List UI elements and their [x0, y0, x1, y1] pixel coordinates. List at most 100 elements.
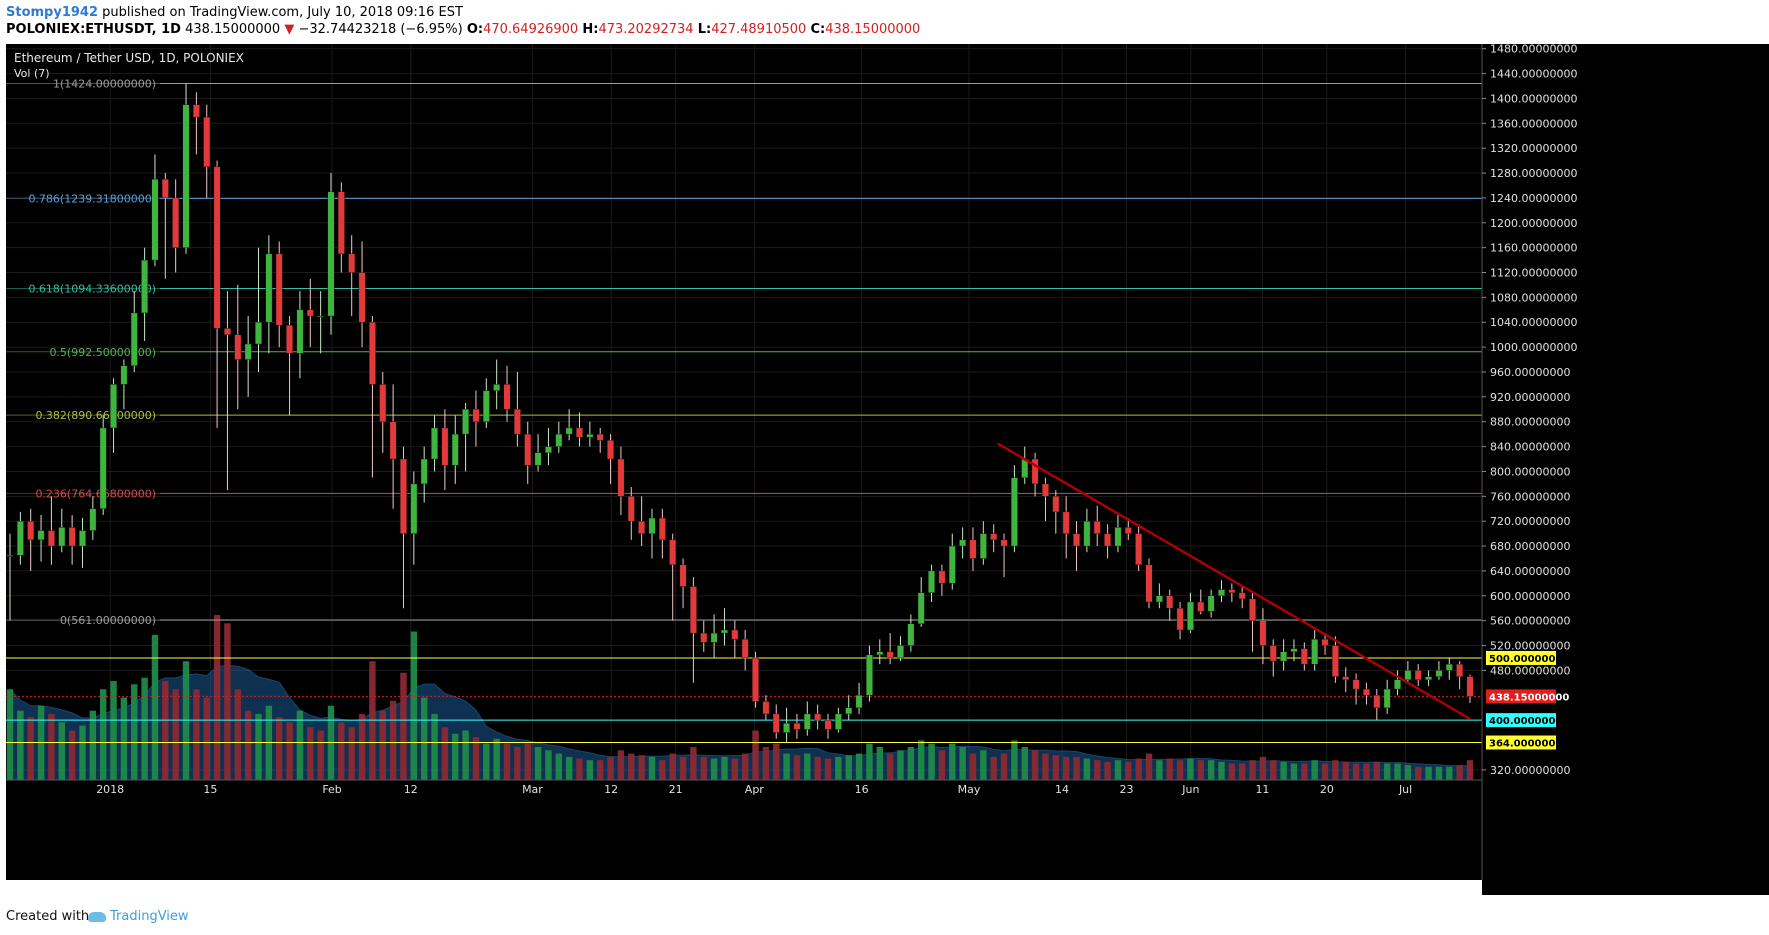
volume-bar: [1104, 761, 1111, 780]
low-label: L:: [697, 22, 712, 37]
volume-bar: [1270, 760, 1277, 780]
y-tick-label: 920.00000000: [1490, 391, 1570, 404]
downtrend-line[interactable]: [997, 442, 1471, 720]
candle-body: [1269, 645, 1277, 662]
volume-bar: [700, 756, 707, 780]
candle-body: [979, 533, 987, 559]
candle-body: [1290, 648, 1298, 652]
volume-bar: [317, 730, 324, 780]
candle-body: [1073, 533, 1080, 547]
trendline[interactable]: [997, 442, 1471, 720]
fib-level-label: 0.5(992.50000000): [49, 346, 156, 359]
candle-body: [803, 713, 811, 730]
candle-body: [48, 530, 55, 547]
volume-bar: [741, 753, 749, 780]
candle-body: [814, 713, 822, 721]
time-axis[interactable]: 2018 15 Feb 12 Mar 12 21 Apr 16 May 14 23 Jun 11 20 Jul: [6, 779, 1482, 796]
volume-bar: [1145, 753, 1153, 780]
candle-body: [296, 309, 304, 354]
price-level-badge: [1486, 689, 1556, 704]
price-level-label: 364.00000000: [1489, 739, 1569, 750]
volume-bar: [669, 753, 676, 780]
volume-bar: [969, 753, 977, 780]
candle-body: [224, 328, 231, 335]
tradingview-logo[interactable]: TradingView: [88, 909, 189, 924]
candle-body: [151, 179, 159, 261]
candle-body: [441, 427, 449, 466]
candle-body: [1425, 676, 1432, 680]
candle-body: [192, 104, 200, 118]
candle-body: [824, 719, 832, 730]
y-tick-label: 1120.00000000: [1490, 267, 1577, 280]
volume-bar: [1062, 756, 1070, 780]
candle-body: [897, 645, 904, 659]
volume-bar: [1000, 753, 1008, 780]
volume-bar: [379, 710, 386, 780]
candle-body: [472, 409, 480, 422]
candle-body: [213, 166, 221, 329]
candle-body: [1010, 477, 1018, 547]
volume-bar: [452, 733, 459, 780]
fib-level-label: 0.382(890.66600000): [35, 409, 156, 422]
candle-body: [679, 564, 687, 587]
candle-body: [369, 322, 376, 385]
price-level-badge: [1486, 650, 1556, 665]
candle-body: [741, 639, 749, 659]
candle-body: [627, 496, 635, 522]
volume-bar: [307, 727, 314, 780]
candle-body: [1445, 663, 1453, 671]
volume-bar: [338, 722, 345, 780]
price-level-badge: [1486, 713, 1556, 728]
candle-body: [1300, 648, 1308, 665]
volume-bar: [110, 681, 117, 780]
published-text: published on TradingView.com, July 10, 2…: [98, 5, 463, 20]
volume-bar: [1311, 760, 1318, 780]
y-tick-label: 720.00000000: [1490, 515, 1570, 528]
volume-bar: [514, 747, 521, 780]
candle-body: [907, 623, 915, 646]
candle-body: [1155, 595, 1163, 603]
volume-bar: [420, 697, 428, 780]
volume-bar: [1238, 763, 1246, 780]
candle-body: [1031, 458, 1039, 485]
candle-body: [482, 390, 490, 422]
volume-bar: [6, 689, 14, 780]
fib-level-label: 1(1424.00000000): [53, 78, 156, 91]
author-link[interactable]: Stompy1942: [6, 5, 99, 20]
price-level-label: 400.00000000: [1489, 716, 1569, 727]
symbol-label: POLONIEX:ETHUSDT, 1D: [6, 22, 181, 37]
volume-bar: [1342, 761, 1349, 780]
volume-bar: [534, 747, 542, 780]
volume-bar: [193, 689, 200, 780]
volume-bar: [286, 722, 293, 780]
candle-body: [1052, 496, 1060, 513]
high-label: H:: [582, 22, 599, 37]
volume-bar: [638, 755, 645, 780]
volume-bar: [1446, 766, 1453, 780]
price-axis[interactable]: 1480.00000000 1440.00000000 1400.00000000 1…: [1481, 44, 1769, 895]
x-tick-label: May: [958, 783, 981, 796]
x-tick-label: 20: [1320, 783, 1334, 796]
candle-body: [379, 384, 387, 422]
candle-body: [161, 179, 169, 199]
price-chart[interactable]: 1(1424.00000000) 0.786(1239.31800000) 0.61…: [0, 44, 1769, 895]
candle-body: [700, 632, 708, 643]
volume-bar: [565, 756, 573, 780]
y-tick-label: 1000.00000000: [1490, 341, 1577, 354]
volume-bar: [793, 755, 801, 780]
volume-legend: Vol (7): [14, 67, 50, 80]
candle-body: [182, 104, 190, 248]
candle-body: [1104, 533, 1111, 547]
volume-bar: [1176, 760, 1184, 780]
candle-body: [203, 116, 211, 168]
x-tick-label: 16: [855, 783, 869, 796]
candle-body: [99, 427, 107, 509]
candle-body: [938, 570, 946, 584]
volume-bar: [131, 684, 138, 780]
volume-bar: [1249, 760, 1256, 780]
candle-body: [1042, 483, 1049, 497]
volume-bar: [431, 714, 438, 780]
volume-bar: [1259, 756, 1267, 780]
open-value: 470.64926900: [483, 22, 579, 37]
volume-bar: [27, 717, 34, 780]
